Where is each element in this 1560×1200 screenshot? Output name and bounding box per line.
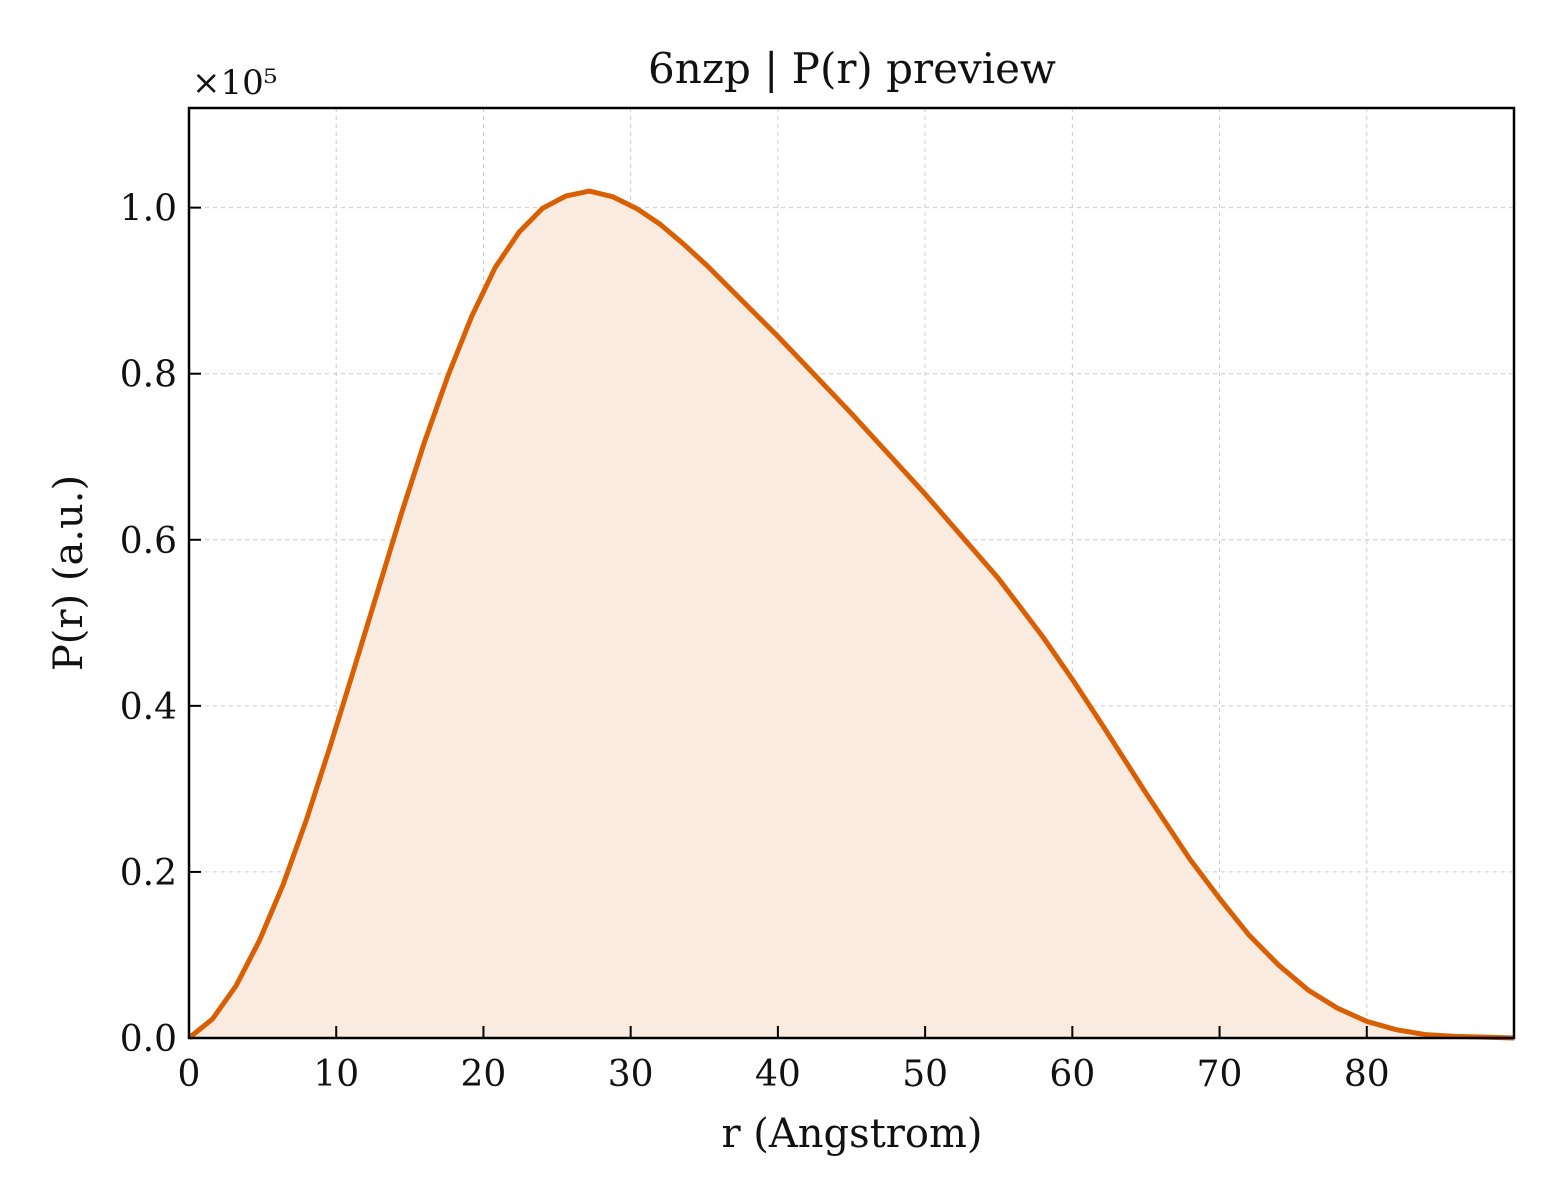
x-tick-label: 20 bbox=[461, 1054, 507, 1095]
x-axis-label: r (Angstrom) bbox=[721, 1111, 982, 1157]
y-tick-label: 0.6 bbox=[120, 521, 177, 562]
y-tick-label: 0.2 bbox=[120, 853, 177, 894]
x-tick-label: 70 bbox=[1197, 1054, 1243, 1095]
x-tick-label: 50 bbox=[902, 1054, 948, 1095]
y-tick-label: 0.0 bbox=[120, 1019, 177, 1060]
x-tick-label: 0 bbox=[178, 1054, 201, 1095]
y-tick-label: 0.8 bbox=[120, 355, 177, 396]
pr-area-fill bbox=[189, 191, 1514, 1039]
x-tick-label: 60 bbox=[1049, 1054, 1095, 1095]
y-axis-multiplier: ×10⁵ bbox=[192, 63, 277, 103]
y-tick-label: 1.0 bbox=[120, 189, 177, 230]
pr-series-line bbox=[187, 188, 1515, 1041]
axis-ticks: 0 10 20 30 40 50 60 70 80 0.0 0.2 0.4 0.6 0.8 1.0 bbox=[120, 189, 1390, 1095]
y-axis-label: P(r) (a.u.) bbox=[46, 475, 92, 671]
x-tick-label: 40 bbox=[755, 1054, 801, 1095]
x-tick-label: 30 bbox=[608, 1054, 654, 1095]
x-tick-label: 10 bbox=[313, 1054, 359, 1095]
plot-frame bbox=[187, 106, 1516, 1040]
x-tick-label: 80 bbox=[1344, 1054, 1390, 1095]
chart-title: 6nzp | P(r) preview bbox=[648, 44, 1056, 93]
y-tick-label: 0.4 bbox=[120, 687, 177, 728]
